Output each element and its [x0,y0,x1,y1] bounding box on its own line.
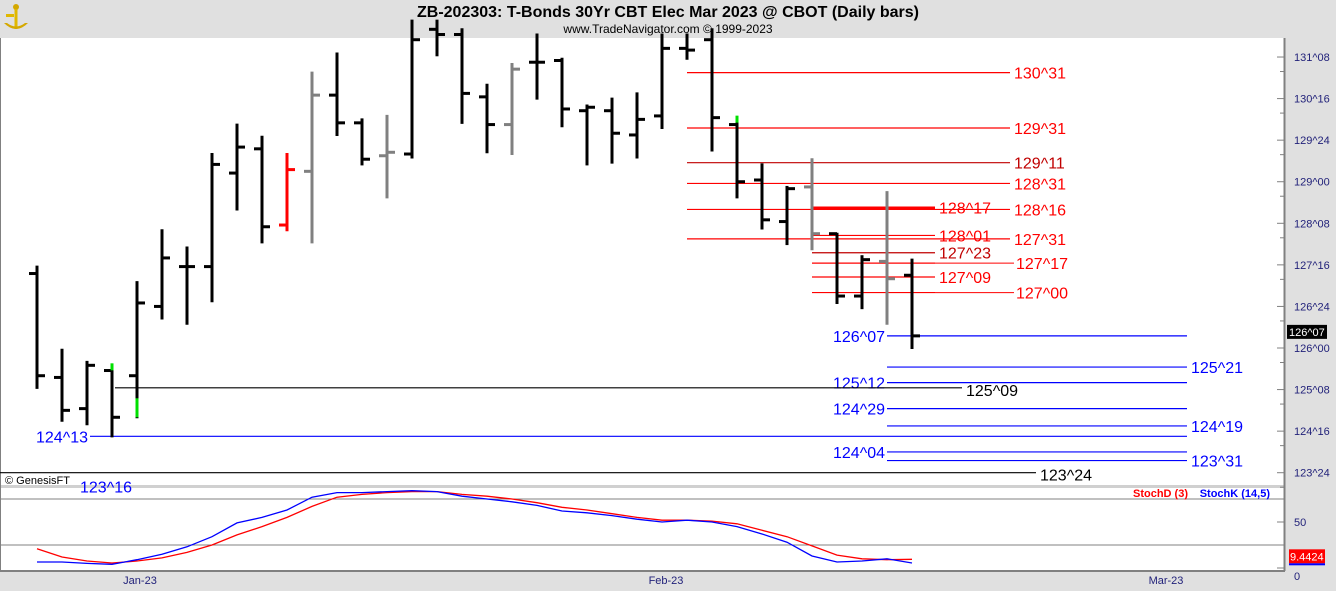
price-level-label: 123^24 [1040,468,1092,485]
ohlc-bar [704,28,720,152]
stoch-d-line [36,490,913,564]
ohlc-bar [354,118,370,166]
ohlc-bar [54,348,70,422]
stoch-k-value-tag [1289,563,1325,566]
price-level-label: 123^31 [1191,454,1243,471]
price-level-label: 125^09 [966,383,1018,400]
price-level-label: 128^31 [1014,176,1066,193]
price-level-label: 129^11 [1014,156,1065,173]
chart-title: ZB-202303: T-Bonds 30Yr CBT Elec Mar 202… [417,4,919,21]
ohlc-bar [579,104,595,166]
price-level-label: 127^31 [1014,232,1066,249]
ohlc-bar [154,229,170,320]
ohlc-bar [654,33,670,130]
stoch-value-tag [1289,549,1325,564]
ohlc-bar [79,360,95,426]
ohlc-bar [829,232,845,304]
ohlc-bar [779,185,795,246]
price-tick-label: 128^08 [1294,218,1330,230]
price-level-label: 130^31 [1014,66,1066,83]
ohlc-bar [179,246,195,325]
price-level-label: 127^17 [1016,256,1068,273]
price-level-label: 127^09 [939,270,991,287]
price-level-label: 124^13 [36,429,88,446]
price-level-label: 124^04 [833,445,885,462]
stochastic-panel[interactable] [0,488,1284,570]
price-level-label: 124^19 [1191,419,1243,436]
stoch-k-legend: StochK (14,5) [1200,488,1271,500]
ohlc-bar [804,158,820,251]
ohlc-bar [204,153,220,303]
ohlc-bar [754,163,770,230]
ohlc-bar [554,57,570,128]
price-tick-label: 131^08 [1294,52,1330,64]
ohlc-bars [29,19,920,438]
price-level-label: 127^00 [1016,286,1068,303]
price-level-label: 128^17 [939,201,991,218]
date-axis[interactable]: Jan-23 Feb-23 Mar-23 [123,575,1183,587]
price-level-label: 127^23 [939,246,991,263]
ohlc-bar [479,83,495,154]
price-tick-label: 124^16 [1294,426,1330,438]
ohlc-bar [254,135,270,244]
price-level-label: 123^16 [80,480,132,497]
price-tick-label: 125^08 [1294,385,1330,397]
stoch-d-legend: StochD (3) [1133,488,1188,500]
chart-subtitle: www.TradeNavigator.com © 1999-2023 [562,22,772,36]
date-tick-label: Jan-23 [123,575,157,587]
ohlc-bar [29,265,45,389]
ohlc-bar [679,33,695,60]
copyright-label: © GenesisFT [5,475,70,487]
ohlc-bar [454,28,470,124]
stochastic-indicator: StochD (3) StochK (14,5) 50 0 9.4424 [0,488,1325,583]
date-tick-label: Mar-23 [1149,575,1184,587]
current-price-label: 126^07 [1289,327,1325,339]
ohlc-bar [629,92,645,159]
price-tick-label: 129^00 [1294,177,1330,189]
stoch-tick-label: 50 [1294,517,1306,529]
ohlc-bar [529,33,545,100]
price-tick-label: 130^16 [1294,94,1330,106]
ohlc-bar [904,258,920,349]
ohlc-bar [129,281,145,419]
ohlc-bar [854,255,870,310]
price-level-label: 124^29 [833,402,885,419]
current-price-tag [1287,324,1327,339]
ohlc-bar [104,363,120,438]
ohlc-bar [879,191,895,325]
price-levels: 130^31 129^31 129^11 128^31 128^16 127^31 128^… [0,66,1243,497]
price-panel[interactable] [0,38,1284,485]
price-level-label: 128^16 [1014,202,1066,219]
price-tick-label: 126^00 [1294,343,1330,355]
price-tick-label: 127^16 [1294,260,1330,272]
price-level-label: 126^07 [833,329,885,346]
price-tick-label: 123^24 [1294,468,1330,480]
ohlc-bar [729,115,745,199]
date-tick-label: Feb-23 [649,575,684,587]
price-level-label: 125^21 [1191,360,1243,377]
ohlc-bar [429,19,445,57]
stoch-k-line [37,490,913,565]
logo-anchor-icon [4,4,28,29]
ohlc-bar [304,71,320,244]
stoch-tick-label: 0 [1294,571,1300,583]
ohlc-bar [379,114,395,199]
ohlc-bar [279,153,295,232]
price-level-label: 128^01 [939,228,991,245]
ohlc-bar [404,19,420,159]
ohlc-bar [504,62,520,156]
ohlc-bar [229,123,245,211]
price-axis[interactable]: 131^08 130^16 129^24 129^00 128^08 127^16 126^… [1277,52,1330,488]
stoch-value-label: 9.4424 [1290,551,1324,563]
price-tick-label: 126^24 [1294,301,1330,313]
ohlc-bar [604,97,620,164]
price-level-label: 125^12 [833,376,885,393]
price-tick-label: 129^24 [1294,135,1330,147]
ohlc-bar [329,52,345,136]
price-level-label: 129^31 [1014,121,1066,138]
